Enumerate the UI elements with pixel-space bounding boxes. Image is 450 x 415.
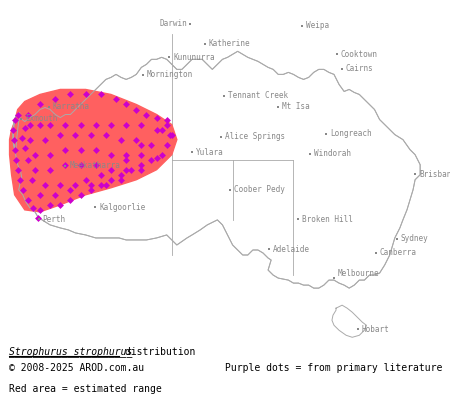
- Text: Tennant Creek: Tennant Creek: [229, 91, 288, 100]
- Text: Cairns: Cairns: [346, 64, 374, 73]
- Text: Sydney: Sydney: [401, 234, 429, 243]
- Text: Kununurra: Kununurra: [173, 53, 215, 61]
- Text: Yulara: Yulara: [196, 148, 224, 156]
- Text: Brisbane: Brisbane: [419, 170, 450, 179]
- Text: _____________________: _____________________: [9, 348, 132, 358]
- Text: Mt Isa: Mt Isa: [282, 103, 310, 111]
- Text: Red area = estimated range: Red area = estimated range: [9, 384, 162, 394]
- Text: Meekatharra: Meekatharra: [69, 161, 120, 170]
- Text: Hobart: Hobart: [362, 325, 389, 334]
- Text: Kalgoorlie: Kalgoorlie: [99, 203, 146, 212]
- Text: Mornington: Mornington: [147, 70, 193, 79]
- Text: Adelaide: Adelaide: [273, 245, 310, 254]
- Text: Cooktown: Cooktown: [341, 49, 378, 59]
- Text: Broken Hill: Broken Hill: [302, 215, 353, 224]
- Polygon shape: [13, 51, 420, 288]
- Text: Coober Pedy: Coober Pedy: [234, 186, 285, 194]
- Text: Alice Springs: Alice Springs: [225, 132, 285, 141]
- Text: Canberra: Canberra: [380, 248, 417, 257]
- Text: Longreach: Longreach: [330, 129, 372, 139]
- Text: © 2008-2025 AROD.com.au: © 2008-2025 AROD.com.au: [9, 364, 144, 374]
- Polygon shape: [9, 90, 177, 212]
- Text: Darwin: Darwin: [160, 20, 187, 28]
- Text: Katherine: Katherine: [209, 39, 251, 49]
- Text: Strophurus strophurus: Strophurus strophurus: [9, 347, 132, 357]
- Text: Weipa: Weipa: [306, 22, 329, 30]
- Text: Perth: Perth: [43, 215, 66, 224]
- Polygon shape: [332, 305, 366, 337]
- Text: distribution: distribution: [119, 347, 196, 357]
- Text: Melbourne: Melbourne: [338, 269, 379, 278]
- Text: Exmouth: Exmouth: [25, 115, 57, 123]
- Text: Purple dots = from primary literature: Purple dots = from primary literature: [225, 364, 442, 374]
- Text: Windorah: Windorah: [314, 149, 351, 159]
- Text: Karratha: Karratha: [53, 103, 90, 111]
